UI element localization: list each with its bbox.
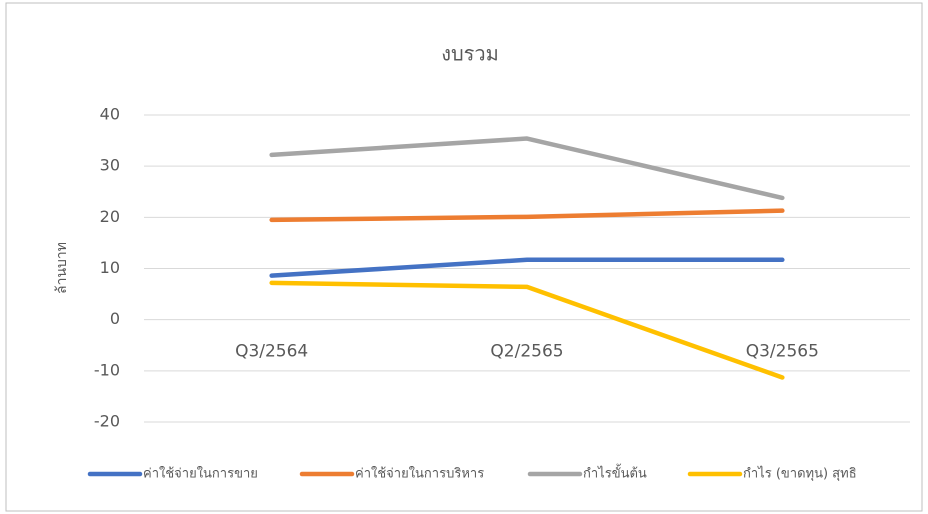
x-tick-label: Q3/2565: [746, 342, 819, 362]
series-line: [269, 208, 785, 223]
y-axis-label: ล้านบาท: [54, 242, 70, 294]
chart-frame: [5, 2, 923, 512]
series-line: [269, 136, 785, 201]
y-tick-label: 40: [100, 105, 120, 124]
x-tick-label: Q3/2564: [235, 342, 308, 362]
legend-label: กำไรขั้นต้น: [583, 464, 647, 482]
legend-label: ค่าใช้จ่ายในการบริหาร: [355, 466, 484, 482]
legend-label: กำไร (ขาดทุน) สุทธิ: [743, 466, 857, 482]
y-tick-label: 0: [110, 309, 120, 328]
y-tick-label: -20: [94, 412, 120, 431]
legend-label: ค่าใช้จ่ายในการขาย: [143, 466, 258, 482]
y-tick-label: 20: [100, 207, 120, 226]
y-tick-label: 30: [100, 156, 120, 175]
series-line: [269, 280, 785, 380]
chart-title: งบรวม: [441, 42, 499, 66]
y-tick-label: 10: [100, 258, 120, 277]
y-tick-label: -10: [94, 360, 120, 379]
x-tick-label: Q2/2565: [490, 342, 563, 362]
series-line: [269, 257, 785, 278]
